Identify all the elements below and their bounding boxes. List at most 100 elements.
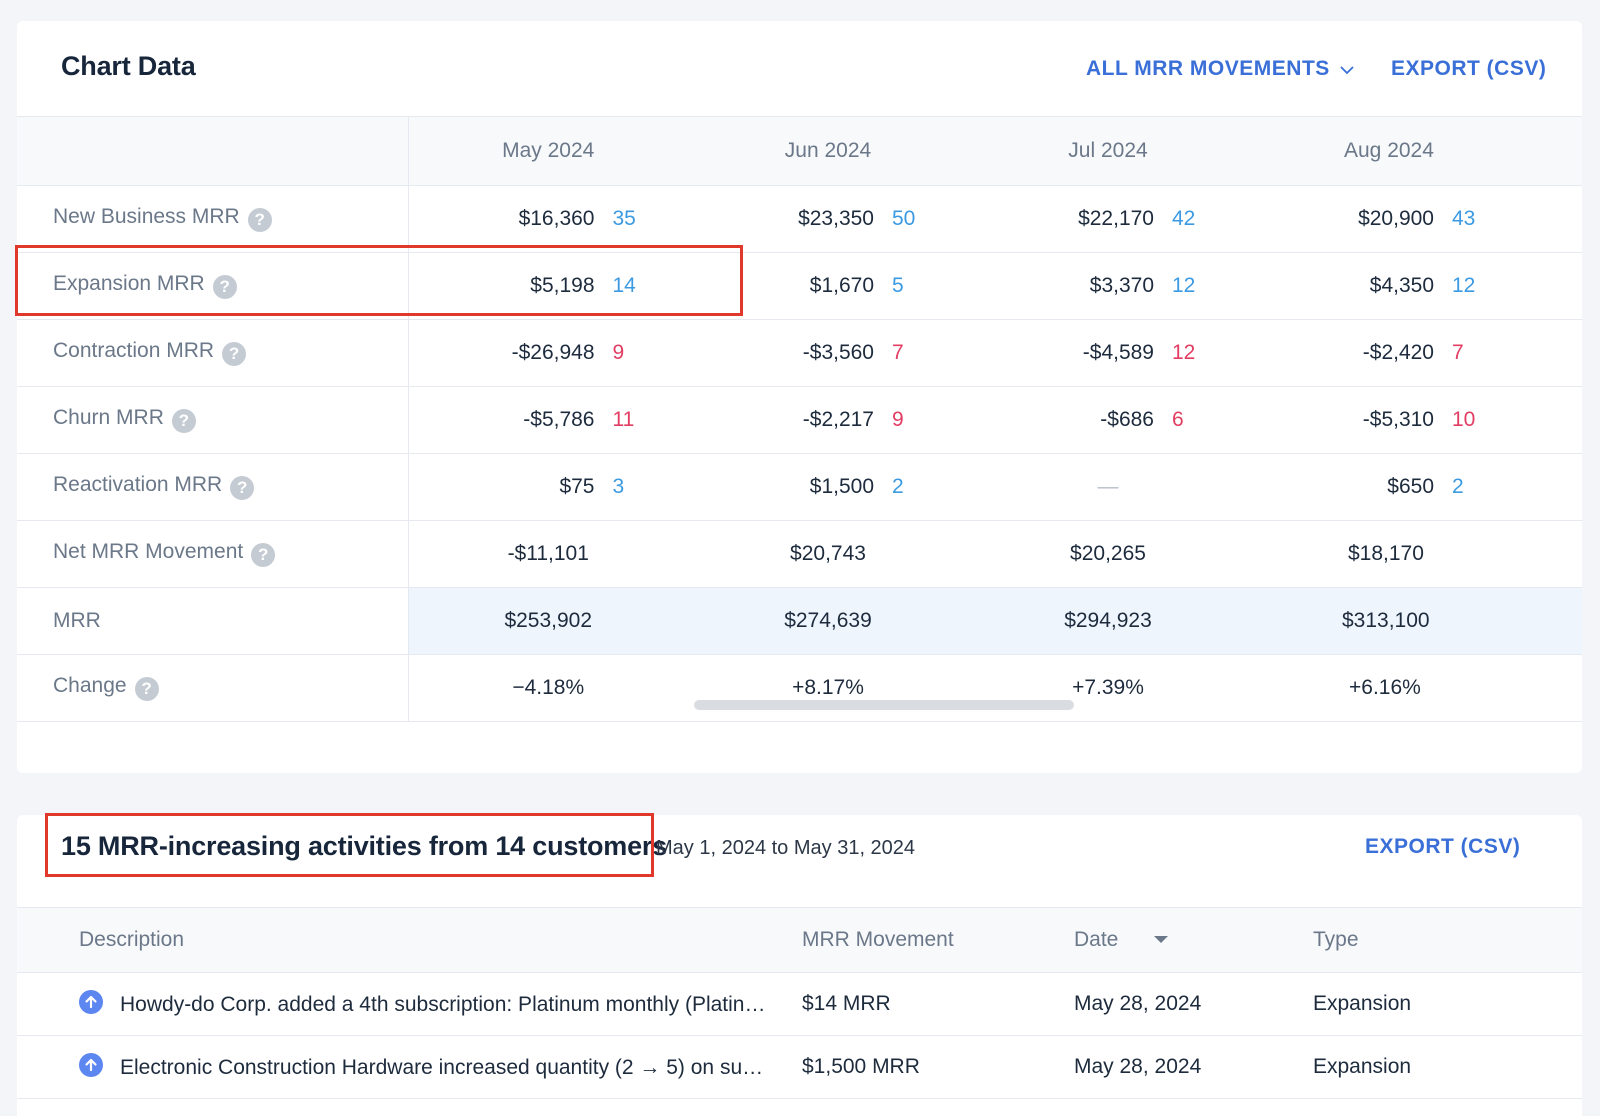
net-mrr-movement-label: Net MRR Movement? — [17, 520, 409, 588]
amount: -$4,589 — [1082, 340, 1154, 364]
expansion-row: Expansion MRR? $5,198 14 $1,670 5 $3,370 12… — [17, 252, 1582, 320]
value-cell: — — [968, 453, 1248, 521]
reactivation-label: Reactivation MRR? — [17, 453, 409, 521]
change-row: Change? −4.18% +8.17% +7.39% +6.16% — [17, 654, 1582, 722]
row-label-text: Contraction MRR — [53, 339, 215, 362]
churn-row: Churn MRR? -$5,786 11 -$2,217 9 -$686 6 -$5… — [17, 386, 1582, 454]
help-icon[interactable]: ? — [247, 208, 272, 232]
count-link[interactable]: 2 — [892, 474, 904, 498]
expansion-label: Expansion MRR? — [17, 252, 409, 320]
help-icon[interactable]: ? — [222, 342, 247, 366]
count-link[interactable]: 7 — [892, 340, 904, 364]
month-header: Jun 2024 — [688, 117, 968, 186]
count-link[interactable]: 3 — [612, 474, 625, 498]
row-label-text: New Business MRR — [53, 205, 240, 228]
amount: $75 — [559, 474, 595, 498]
chart-data-table: May 2024 Jun 2024 Jul 2024 Aug 2024 New … — [17, 117, 1582, 722]
count-link[interactable]: 6 — [1172, 407, 1184, 431]
chart-table-header-row: May 2024 Jun 2024 Jul 2024 Aug 2024 — [17, 117, 1582, 186]
amount: $650 — [1387, 474, 1434, 498]
count-link[interactable]: 43 — [1452, 206, 1476, 230]
mrr-movement-column-header: MRR Movement — [802, 908, 1074, 973]
empty-value-dash: — — [1097, 474, 1119, 498]
mrr-value: $294,923 — [968, 587, 1248, 655]
count-link[interactable]: 9 — [892, 407, 904, 431]
amount: -$2,217 — [802, 407, 874, 431]
table-row[interactable]: Electronic Construction Hardware increas… — [17, 1035, 1582, 1099]
change-value: −4.18% — [408, 654, 688, 722]
count-link[interactable]: 12 — [1172, 340, 1196, 364]
horizontal-scrollbar[interactable] — [694, 700, 1074, 710]
value-cell: -$4,589 12 — [968, 319, 1248, 387]
table-row[interactable]: Howdy-do Corp. added a 4th subscription:… — [17, 972, 1582, 1036]
value-cell: $16,360 35 — [408, 185, 688, 253]
date-cell: May 28, 2024 — [1074, 972, 1313, 1036]
row-label-text: Net MRR Movement — [53, 540, 244, 563]
date-column-label: Date — [1074, 927, 1119, 951]
chart-data-title: Chart Data — [61, 51, 196, 81]
help-icon[interactable]: ? — [251, 543, 276, 567]
chart-export-csv-button[interactable]: EXPORT (CSV) — [1391, 57, 1547, 80]
month-header: Aug 2024 — [1248, 117, 1582, 186]
description-cell: Howdy-do Corp. added a 4th subscription:… — [17, 972, 802, 1036]
change-value: +7.39% — [968, 654, 1248, 722]
date-column-header[interactable]: Date — [1074, 908, 1313, 973]
reactivation-row: Reactivation MRR? $75 3 $1,500 2 — $650 2 — [17, 453, 1582, 521]
count-link[interactable]: 12 — [1172, 273, 1196, 297]
count-link[interactable]: 7 — [1452, 340, 1464, 364]
arrow-up-icon — [79, 990, 103, 1015]
amount: $22,170 — [1078, 206, 1154, 230]
value-cell: -$5,786 11 — [408, 386, 688, 454]
amount: -$2,420 — [1362, 340, 1434, 364]
value-cell: -$2,420 7 — [1248, 319, 1582, 387]
help-icon[interactable]: ? — [212, 275, 237, 299]
mrr-label: MRR — [17, 587, 409, 655]
count-link[interactable]: 10 — [1452, 407, 1476, 431]
activities-export-csv-button[interactable]: EXPORT (CSV) — [1365, 835, 1521, 858]
amount: -$5,310 — [1362, 407, 1434, 431]
amount: $16,360 — [518, 206, 595, 230]
count-link[interactable]: 14 — [612, 273, 636, 297]
mrr-movements-filter-dropdown[interactable]: ALL MRR MOVEMENTS — [1086, 57, 1354, 81]
change-value: +8.17% — [688, 654, 968, 722]
value-cell: -$3,560 7 — [688, 319, 968, 387]
change-value: +6.16% — [1248, 654, 1582, 722]
amount: $1,500 — [809, 474, 874, 498]
count-link[interactable]: 12 — [1452, 273, 1476, 297]
new-business-row: New Business MRR? $16,360 35 $23,350 50 $2… — [17, 185, 1582, 253]
row-label-text: Expansion MRR — [53, 272, 205, 295]
value-cell: $20,900 43 — [1248, 185, 1582, 253]
value-cell: $5,198 14 — [408, 252, 688, 320]
activities-header: 15 MRR-increasing activities from 14 cus… — [17, 815, 1582, 908]
count-link[interactable]: 9 — [612, 340, 625, 364]
type-column-header: Type — [1313, 908, 1582, 973]
row-label-text: Reactivation MRR — [53, 473, 223, 496]
description-cell: Electronic Construction Hardware increas… — [17, 1035, 802, 1099]
help-icon[interactable]: ? — [134, 677, 159, 701]
value-cell: -$5,310 10 — [1248, 386, 1582, 454]
count-link[interactable]: 42 — [1172, 206, 1196, 230]
row-label-text: Churn MRR — [53, 406, 164, 429]
mrr-value: $274,639 — [688, 587, 968, 655]
amount: -$26,948 — [511, 340, 595, 364]
count-link[interactable]: 35 — [612, 206, 636, 230]
help-icon[interactable]: ? — [230, 476, 255, 500]
month-header: May 2024 — [408, 117, 688, 186]
net-mrr-movement-row: Net MRR Movement? -$11,101 $20,743 $20,2… — [17, 520, 1582, 588]
activities-header-row: Description MRR Movement Date Type — [17, 908, 1582, 973]
activity-description[interactable]: Electronic Construction Hardware increas… — [120, 1055, 768, 1079]
net-value: $18,170 — [1248, 520, 1582, 588]
activity-description[interactable]: Howdy-do Corp. added a 4th subscription:… — [120, 992, 768, 1016]
count-link[interactable]: 50 — [892, 206, 916, 230]
help-icon[interactable]: ? — [171, 409, 196, 433]
amount: $4,350 — [1369, 273, 1434, 297]
count-link[interactable]: 2 — [1452, 474, 1464, 498]
change-label: Change? — [17, 654, 409, 722]
count-link[interactable]: 5 — [892, 273, 904, 297]
sort-descending-icon[interactable] — [1154, 935, 1169, 943]
amount: $20,900 — [1358, 206, 1434, 230]
count-link[interactable]: 11 — [612, 407, 635, 431]
row-label-header — [17, 117, 409, 186]
activities-title: 15 MRR-increasing activities from 14 cus… — [61, 831, 668, 861]
date-cell: May 28, 2024 — [1074, 1035, 1313, 1099]
